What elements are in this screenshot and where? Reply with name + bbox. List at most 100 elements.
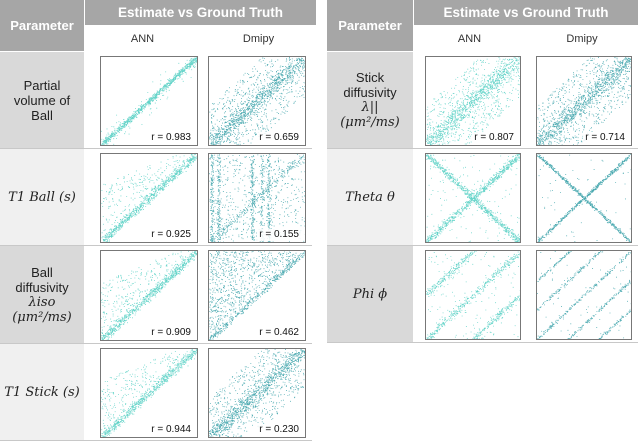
right-ann-scatter-2 bbox=[425, 250, 521, 340]
row-divider bbox=[0, 440, 312, 441]
correlation-label: r = 0.155 bbox=[257, 229, 301, 241]
parameter-name-line: diffusivity bbox=[15, 279, 69, 295]
row-divider bbox=[327, 245, 638, 246]
parameter-header-right: Parameter bbox=[327, 0, 413, 51]
parameter-name-line: Ball bbox=[31, 107, 53, 123]
correlation-label: r = 0.659 bbox=[257, 132, 301, 144]
estimate-vs-truth-label: Estimate vs Ground Truth bbox=[117, 5, 284, 20]
left-parameter-cell-3: T1 Stick (s) bbox=[0, 344, 84, 440]
left-dmipy-scatter-1-points bbox=[209, 154, 305, 242]
parameter-name-line: (μm²/ms) bbox=[340, 115, 400, 130]
parameter-name-line: (μm²/ms) bbox=[12, 309, 72, 325]
correlation-label: r = 0.462 bbox=[257, 327, 301, 339]
right-ann-scatter-0-point-cloud bbox=[426, 57, 520, 145]
ann-column-header: ANN bbox=[85, 26, 200, 51]
left-dmipy-scatter-3: r = 0.230 bbox=[208, 348, 306, 438]
correlation-label: r = 0.909 bbox=[149, 327, 193, 339]
right-dmipy-scatter-2-points bbox=[537, 251, 631, 339]
dmipy-column-right-label: Dmipy bbox=[566, 32, 598, 45]
left-dmipy-scatter-0-points bbox=[209, 57, 305, 145]
left-ann-scatter-3: r = 0.944 bbox=[100, 348, 198, 438]
left-ann-scatter-2-point-cloud bbox=[101, 251, 197, 340]
parameter-header-right-label: Parameter bbox=[338, 18, 402, 33]
ann-column-right-label: ANN bbox=[457, 32, 482, 45]
left-dmipy-scatter-2: r = 0.462 bbox=[208, 250, 306, 341]
left-ann-scatter-3-points bbox=[101, 349, 197, 437]
row-divider bbox=[0, 148, 312, 149]
estimate-vs-truth-header-right: Estimate vs Ground Truth bbox=[414, 0, 638, 25]
right-dmipy-scatter-1-points bbox=[537, 154, 631, 242]
left-dmipy-scatter-2-point-cloud bbox=[209, 251, 305, 340]
left-dmipy-scatter-3-points bbox=[209, 349, 305, 437]
left-ann-scatter-1-point-cloud bbox=[101, 154, 197, 242]
row-divider bbox=[327, 342, 638, 343]
parameter-name-line: λiso bbox=[28, 294, 56, 310]
parameter-name-line: diffusivity bbox=[343, 85, 397, 100]
left-dmipy-scatter-2-points bbox=[209, 251, 305, 340]
dmipy-column-label: Dmipy bbox=[242, 32, 275, 45]
right-parameter-cell-0: Stick diffusivity λ|| (μm²/ms) bbox=[327, 52, 413, 148]
correlation-label: r = 0.714 bbox=[583, 132, 627, 144]
right-dmipy-scatter-2 bbox=[536, 250, 632, 340]
parameter-name: Theta θ bbox=[345, 190, 395, 205]
estimate-vs-truth-header: Estimate vs Ground Truth bbox=[85, 0, 316, 25]
right-dmipy-scatter-1-point-cloud bbox=[537, 154, 631, 242]
left-dmipy-scatter-0-point-cloud bbox=[209, 57, 305, 145]
row-divider bbox=[327, 148, 638, 149]
right-dmipy-scatter-0: r = 0.714 bbox=[536, 56, 632, 146]
parameter-name: Stick diffusivity λ|| (μm²/ms) bbox=[340, 70, 400, 130]
parameter-header-label: Parameter bbox=[10, 18, 74, 33]
right-ann-scatter-2-points bbox=[426, 251, 520, 339]
correlation-label: r = 0.944 bbox=[149, 424, 193, 436]
correlation-label: r = 0.230 bbox=[257, 424, 301, 436]
dmipy-column-header: Dmipy bbox=[201, 26, 316, 51]
correlation-label: r = 0.983 bbox=[149, 132, 193, 144]
row-divider bbox=[0, 245, 312, 246]
left-dmipy-scatter-1: r = 0.155 bbox=[208, 153, 306, 243]
left-ann-scatter-0: r = 0.983 bbox=[100, 56, 198, 146]
estimate-vs-truth-right-label: Estimate vs Ground Truth bbox=[443, 5, 609, 20]
left-ann-scatter-2-points bbox=[101, 251, 197, 340]
right-ann-scatter-2-point-cloud bbox=[426, 251, 520, 339]
parameter-name-line: Phi ϕ bbox=[352, 286, 388, 302]
parameter-name: T1 Ball (s) bbox=[8, 190, 76, 205]
right-ann-scatter-0: r = 0.807 bbox=[425, 56, 521, 146]
right-dmipy-scatter-1 bbox=[536, 153, 632, 243]
right-ann-scatter-0-points bbox=[426, 57, 520, 145]
right-ann-scatter-1 bbox=[425, 153, 521, 243]
row-divider bbox=[0, 343, 312, 344]
dmipy-column-header-right: Dmipy bbox=[526, 26, 638, 51]
right-ann-scatter-1-point-cloud bbox=[426, 154, 520, 242]
right-ann-scatter-1-points bbox=[426, 154, 520, 242]
right-parameter-cell-2: Phi ϕ bbox=[327, 246, 413, 342]
correlation-label: r = 0.925 bbox=[149, 229, 193, 241]
parameter-name-line: Theta θ bbox=[345, 189, 395, 205]
ann-column-label: ANN bbox=[130, 32, 155, 45]
parameter-header: Parameter bbox=[0, 0, 84, 51]
parameter-name: T1 Stick (s) bbox=[4, 385, 79, 400]
left-parameter-cell-1: T1 Ball (s) bbox=[0, 149, 84, 245]
right-dmipy-scatter-0-point-cloud bbox=[537, 57, 631, 145]
left-ann-scatter-1-points bbox=[101, 154, 197, 242]
left-dmipy-scatter-3-point-cloud bbox=[209, 349, 305, 437]
left-dmipy-scatter-1-point-cloud bbox=[209, 154, 305, 242]
right-dmipy-scatter-0-points bbox=[537, 57, 631, 145]
parameter-name: Phi ϕ bbox=[353, 287, 387, 302]
left-ann-scatter-0-point-cloud bbox=[101, 57, 197, 145]
parameter-name-line: volume of bbox=[13, 92, 71, 108]
correlation-label: r = 0.807 bbox=[472, 132, 516, 144]
right-parameter-cell-1: Theta θ bbox=[327, 149, 413, 245]
left-ann-scatter-0-points bbox=[101, 57, 197, 145]
left-ann-scatter-3-point-cloud bbox=[101, 349, 197, 437]
parameter-name-line: Partial bbox=[23, 77, 61, 93]
parameter-name-line: T1 Ball (s) bbox=[8, 189, 76, 205]
parameter-name: Ball diffusivity λiso (μm²/ms) bbox=[12, 265, 72, 325]
parameter-name-line: Ball bbox=[31, 264, 53, 280]
left-ann-scatter-1: r = 0.925 bbox=[100, 153, 198, 243]
left-parameter-cell-2: Ball diffusivity λiso (μm²/ms) bbox=[0, 246, 84, 343]
parameter-name-line: Stick bbox=[355, 70, 385, 85]
parameter-name: Partial volume of Ball bbox=[14, 78, 70, 123]
left-dmipy-scatter-0: r = 0.659 bbox=[208, 56, 306, 146]
left-parameter-cell-0: Partial volume of Ball bbox=[0, 52, 84, 148]
ann-column-header-right: ANN bbox=[414, 26, 525, 51]
